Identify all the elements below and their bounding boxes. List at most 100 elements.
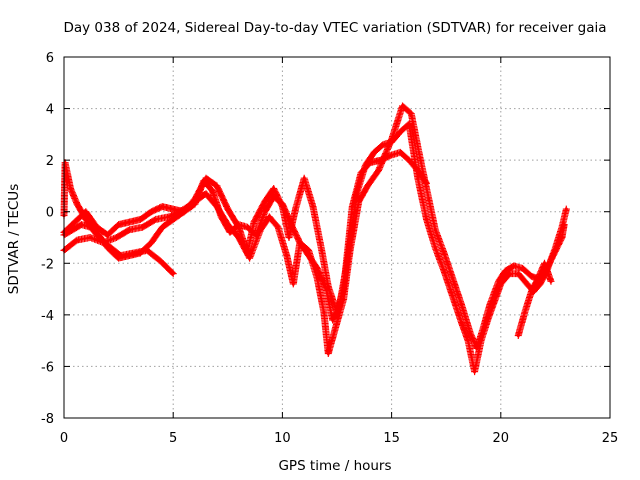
data-point <box>237 223 241 227</box>
data-point <box>141 225 145 229</box>
data-point <box>160 225 164 229</box>
data-point <box>138 251 143 255</box>
data-point <box>280 202 284 206</box>
data-point <box>71 228 75 232</box>
data-point <box>149 210 153 214</box>
data-point <box>365 184 370 188</box>
data-point <box>117 223 121 227</box>
y-axis-label: SDTVAR / TECUs <box>6 184 22 294</box>
data-point <box>154 217 158 222</box>
data-point <box>252 220 256 224</box>
data-point <box>355 192 359 196</box>
data-point <box>525 282 529 286</box>
data-point <box>138 217 143 222</box>
series-d <box>60 120 570 376</box>
data-point <box>451 295 455 299</box>
grid <box>64 57 610 418</box>
chart-title: Day 038 of 2024, Sidereal Day-to-day VTE… <box>63 20 606 36</box>
data-point <box>263 199 267 203</box>
data-point <box>407 122 411 126</box>
y-tick-label: 4 <box>46 103 54 118</box>
y-tick-label: -8 <box>41 412 54 427</box>
data-point <box>553 246 558 250</box>
data-point <box>248 256 252 260</box>
data-point <box>106 233 110 237</box>
data-point <box>302 176 306 180</box>
data-point <box>472 369 477 374</box>
data-point <box>324 287 328 291</box>
data-point <box>523 310 527 314</box>
y-tick-label: -2 <box>41 257 54 272</box>
data-point <box>381 143 385 147</box>
data-point <box>320 248 324 252</box>
data-point <box>127 228 132 232</box>
data-point <box>307 253 311 258</box>
data-point <box>182 210 186 214</box>
data-point <box>311 204 315 209</box>
data-point <box>267 215 271 219</box>
data-point <box>245 225 250 229</box>
data-point <box>276 225 280 229</box>
data-point <box>451 277 455 281</box>
data-point <box>442 269 446 273</box>
data-point <box>398 150 402 155</box>
data-point <box>398 130 402 134</box>
data-point <box>272 186 276 191</box>
data-point <box>68 186 73 191</box>
data-point <box>272 194 276 198</box>
plot-frame <box>63 56 611 419</box>
data-point <box>503 269 507 273</box>
data-point <box>84 217 88 222</box>
data-point <box>298 241 302 245</box>
data-point <box>409 112 413 116</box>
data-point <box>75 238 79 242</box>
data-point <box>346 256 350 260</box>
data-point <box>114 235 119 240</box>
data-point <box>400 104 405 108</box>
data-point <box>507 272 512 276</box>
data-marker-path <box>514 259 555 339</box>
data-marker-path <box>60 120 570 376</box>
data-point <box>293 207 298 211</box>
data-point <box>160 204 164 209</box>
data-point <box>331 318 335 322</box>
data-point <box>84 210 88 214</box>
data-point <box>407 158 411 162</box>
data-point <box>289 223 293 227</box>
y-tick-label: -6 <box>41 360 54 375</box>
data-point <box>73 220 77 224</box>
data-point <box>88 235 92 240</box>
data-point <box>468 331 472 335</box>
data-point <box>167 215 171 219</box>
data-point <box>486 318 490 322</box>
data-point <box>228 230 232 234</box>
data-point <box>158 259 162 263</box>
data-point <box>210 189 215 193</box>
data-point <box>337 305 341 309</box>
series-e <box>514 259 555 339</box>
data-point <box>171 207 175 211</box>
data-point <box>117 256 121 260</box>
data-point <box>291 282 295 286</box>
data-point <box>427 197 431 201</box>
data-point <box>171 217 175 222</box>
data-point <box>529 274 533 278</box>
data-point <box>204 192 208 196</box>
data-point <box>263 210 267 214</box>
data-point <box>149 241 153 245</box>
data-point <box>202 179 206 183</box>
data-point <box>492 300 496 304</box>
y-tick-label: 2 <box>46 154 54 169</box>
data-point <box>219 215 223 219</box>
data-point <box>127 253 132 258</box>
data-point <box>459 320 464 325</box>
data-point <box>442 251 446 255</box>
data-point <box>390 140 394 144</box>
data-point <box>376 168 381 173</box>
data-point <box>560 225 564 229</box>
data-point <box>326 351 330 356</box>
data-point <box>287 235 291 240</box>
data-point <box>542 261 547 265</box>
data-point <box>459 302 464 307</box>
